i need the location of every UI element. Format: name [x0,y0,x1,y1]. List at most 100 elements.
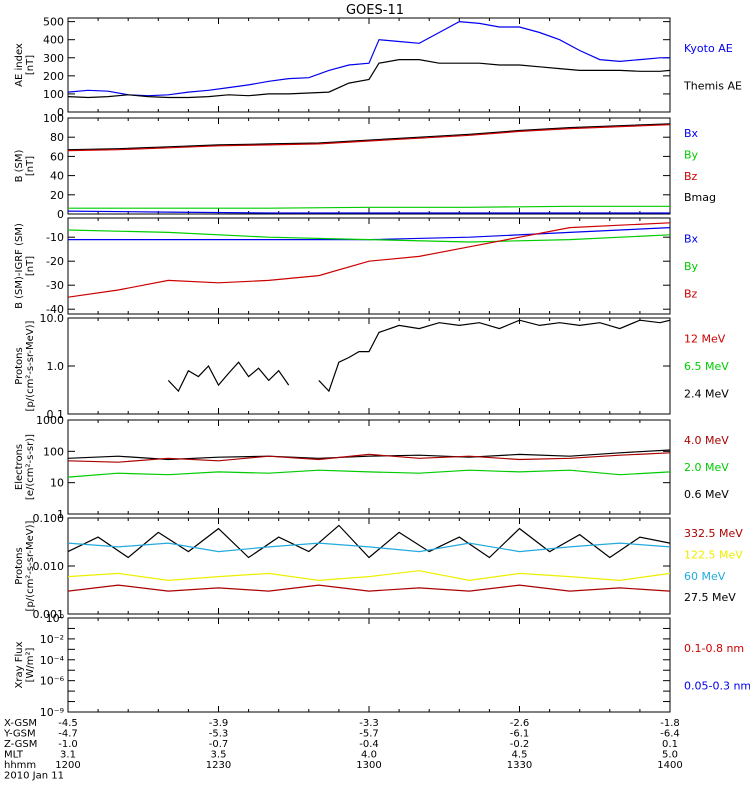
legend-entry: 332.5 MeV [684,527,743,540]
y-axis-label: B (SM)-IGRF (SM) [14,223,25,309]
legend-entry: 12 MeV [684,333,726,346]
axis-row-value: -4.7 [58,729,78,740]
panel-protons: 0.1 1.0 10.0 Protons [p/(cm²-s-sr-MeV)] 12 Me… [14,312,729,421]
y-axis-label: Protons [14,347,25,384]
y-tick-label: 0 [57,208,64,221]
y-tick-label: 500 [43,16,64,29]
series-line-122-5-mev [68,570,670,582]
y-tick-label: -30 [46,279,64,292]
panel-frame [67,317,671,415]
axis-row-label: Y-GSM [3,729,36,740]
legend-entry: Bz [684,288,698,301]
axis-row-value: -3.9 [209,718,229,729]
legend-entry: 0.1-0.8 nm [684,642,744,655]
y-tick-label: 0 [57,106,64,119]
y-axis-label: Xray Flux [14,641,25,688]
series-line-2-4-mev-early- [167,361,290,393]
series-line-themis-ae [68,58,670,99]
y-tick-label: 1 [57,508,64,521]
panel-xray: 10⁻⁹ 10⁻⁶ 10⁻⁴ 10⁻² 10⁰ Xray Flux [W/m²] 0.1-0.… [14,612,750,719]
axis-row-value: -6.1 [510,729,530,740]
axis-row-value: 3.5 [211,750,227,761]
series-line-by [68,205,670,209]
y-tick-label: 10.0 [40,312,65,325]
axis-row-label: MLT [4,750,24,761]
axis-row-value: 3.1 [60,750,76,761]
y-tick-label: 400 [43,34,64,47]
axis-row-value: 1230 [206,760,231,771]
figure-title: GOES-11 [346,3,404,18]
axis-row-value: -0.7 [209,739,229,750]
y-axis-label: B (SM) [14,149,25,182]
axis-row-value: 1300 [356,760,381,771]
series-line-2-4-mev [318,319,670,393]
series-line-bmag [68,123,670,151]
legend-entry: 4.0 MeV [684,434,729,447]
y-tick-label: 0.100 [33,512,65,525]
y-tick-label: 60 [50,150,64,163]
y-axis-label: AE index [14,43,25,87]
legend-entry: 60 MeV [684,570,726,583]
axis-row-value: 0.1 [662,739,678,750]
panel-bsub: -40 -30 -20 -10 B (SM)-IGRF (SM) [nT] Bx By Bz [14,217,699,316]
y-axis-label: [e/(cm²-s-sr)] [25,434,36,500]
panel-protons2: 0.001 0.010 0.100 Protons [p/(cm²-s-sr-MeV)]… [14,512,743,621]
y-tick-label: 10⁻⁹ [40,706,64,719]
legend-entry: 2.0 MeV [684,461,729,474]
y-tick-label: 40 [50,170,64,183]
axis-row-value: 1330 [507,760,532,771]
axis-row-label: hhmm [4,760,36,771]
axis-row-value: 4.5 [512,750,528,761]
series-line-bx [68,210,670,214]
y-axis-label: Protons [14,547,25,584]
legend-entry: Kyoto AE [684,42,733,55]
y-tick-label: 1000 [36,414,64,427]
panel-frame [67,117,671,215]
legend-entry: Bx [684,127,699,140]
axis-row-value: -6.4 [660,729,680,740]
y-tick-label: 10 [50,477,64,490]
legend-entry: 2.4 MeV [684,388,729,401]
series-line-4-0-mev [68,452,670,463]
y-tick-label: 0.001 [33,608,65,621]
y-axis-label: [nT] [25,156,36,176]
legend-entry: 0.6 MeV [684,488,729,501]
axis-row-value: -5.3 [209,729,229,740]
y-tick-label: 0.1 [47,408,65,421]
axis-row-value: -0.4 [359,739,379,750]
series-line-bx [68,227,670,241]
y-tick-label: 0.010 [33,560,65,573]
y-tick-label: 10⁰ [46,612,65,625]
y-tick-label: 300 [43,52,64,65]
panel-frame [67,17,671,113]
legend-entry: 0.05-0.3 nm [684,679,750,692]
y-tick-label: 1.0 [47,360,65,373]
series-line-bz [68,222,670,298]
series-line-27-5-mev [68,524,670,559]
y-axis-label: [p/(cm²-s-sr-MeV)] [25,320,36,411]
y-tick-label: 10⁻⁶ [40,675,65,688]
y-tick-label: 100 [43,445,64,458]
panel-bsm: 0 20 40 60 80 100 B (SM) [nT] Bx By Bz Bmag [14,112,716,221]
legend-entry: Bz [684,170,698,183]
axis-row-value: 1200 [55,760,80,771]
legend-entry: Bmag [684,191,716,204]
axis-row-value: -5.7 [359,729,379,740]
panel-frame [67,419,671,515]
y-tick-label: -40 [46,303,64,316]
panel-electrons: 1 10 100 1000 Electrons [e/(cm²-s-sr)] 4.0 MeV… [14,414,729,521]
legend-entry: 6.5 MeV [684,360,729,373]
legend-entry: Themis AE [683,79,742,92]
panel-frame [67,617,671,713]
series-line-by [68,229,670,243]
y-axis-label: [nT] [25,55,36,75]
legend-entry: By [684,149,699,162]
axis-row-value: -3.3 [359,718,379,729]
axis-row-label: Z-GSM [4,739,37,750]
axis-row-value: -2.6 [510,718,530,729]
series-line-2-0-mev [68,469,670,478]
axis-row-value: -1.8 [660,718,680,729]
y-axis-label: Electrons [14,444,25,490]
